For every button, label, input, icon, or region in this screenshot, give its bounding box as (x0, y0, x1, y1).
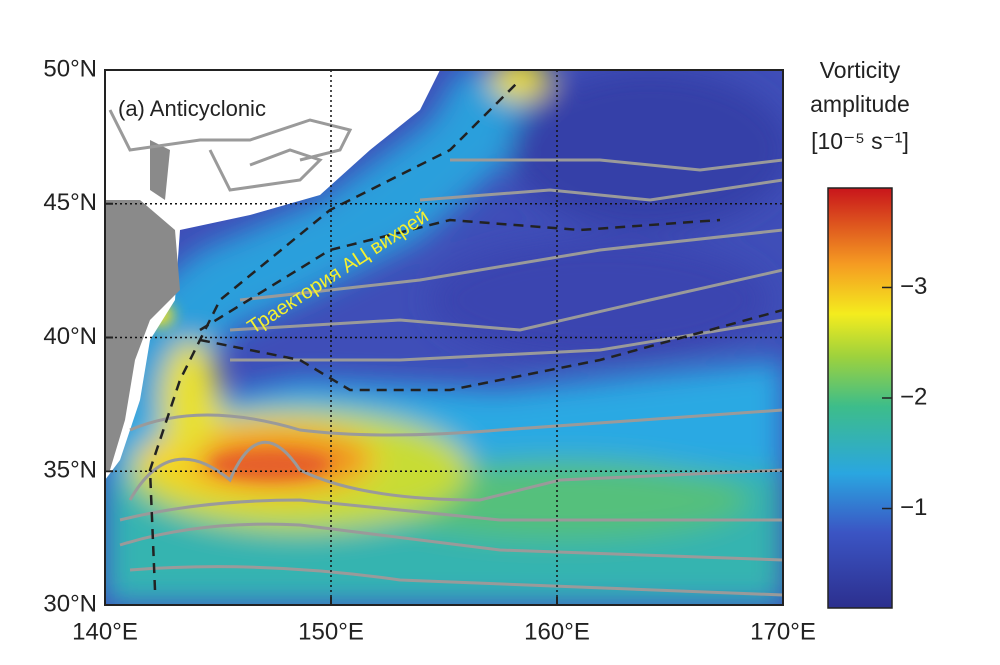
colorbar-title: amplitude (810, 91, 910, 117)
colorbar-tick-label: −2 (900, 383, 927, 410)
colorbar (827, 187, 893, 609)
panel-title: (a) Anticyclonic (118, 96, 266, 121)
x-tick-label: 140°E (72, 618, 138, 645)
x-tick-label: 150°E (298, 618, 364, 645)
x-tick-label: 160°E (524, 618, 590, 645)
colorbar-title: [10⁻⁵ s⁻¹] (811, 128, 909, 154)
map-field (105, 70, 783, 605)
grid (105, 70, 783, 605)
colorbar-tick-label: −3 (900, 273, 927, 300)
y-tick-label: 50°N (43, 55, 97, 82)
y-tick-label: 35°N (43, 457, 97, 484)
colorbar-title: Vorticity (820, 57, 901, 83)
y-tick-label: 45°N (43, 189, 97, 216)
y-tick-label: 40°N (43, 323, 97, 350)
colorbar-tick-label: −1 (900, 494, 927, 521)
y-tick-label: 30°N (43, 590, 97, 617)
x-tick-label: 170°E (750, 618, 816, 645)
